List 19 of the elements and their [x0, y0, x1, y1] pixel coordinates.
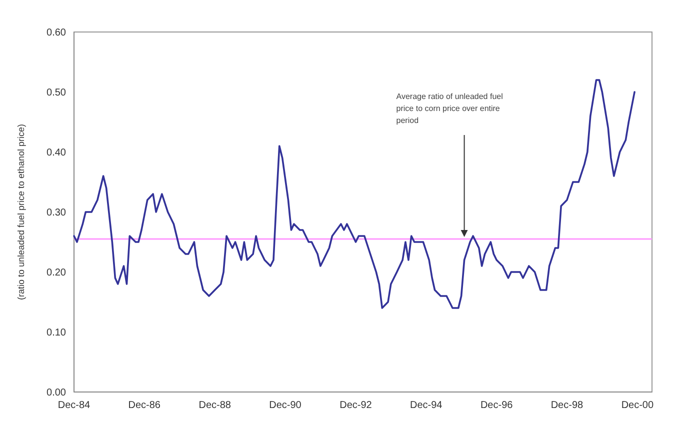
annotation: Average ratio of unleaded fuel price to corn price over entire period	[396, 92, 504, 125]
x-tick-label: Dec-84	[58, 400, 91, 411]
y-axis-title: (ratio to unleaded fuel price to ethanol price)	[16, 124, 26, 300]
y-tick-label: 0.60	[46, 28, 66, 38]
x-tick-label: Dec-92	[340, 400, 372, 411]
x-tick-label: Dec-00	[621, 400, 654, 411]
y-tick-label: 0.00	[46, 388, 66, 398]
x-tick-label: Dec-90	[269, 400, 302, 411]
x-tick-label: Dec-94	[410, 400, 443, 411]
x-tick-label: Dec-98	[550, 400, 584, 411]
y-tick-label: 0.30	[46, 208, 66, 218]
x-tick-label: Dec-88	[198, 400, 232, 411]
y-tick-label: 0.50	[46, 88, 66, 98]
y-tick-label: 0.20	[46, 268, 66, 278]
line-series	[73, 79, 636, 309]
x-tick-label: Dec-86	[128, 400, 161, 411]
y-tick-label: 0.40	[46, 148, 66, 158]
y-tick-label: 0.10	[46, 328, 66, 338]
x-tick-label: Dec-96	[480, 400, 514, 411]
